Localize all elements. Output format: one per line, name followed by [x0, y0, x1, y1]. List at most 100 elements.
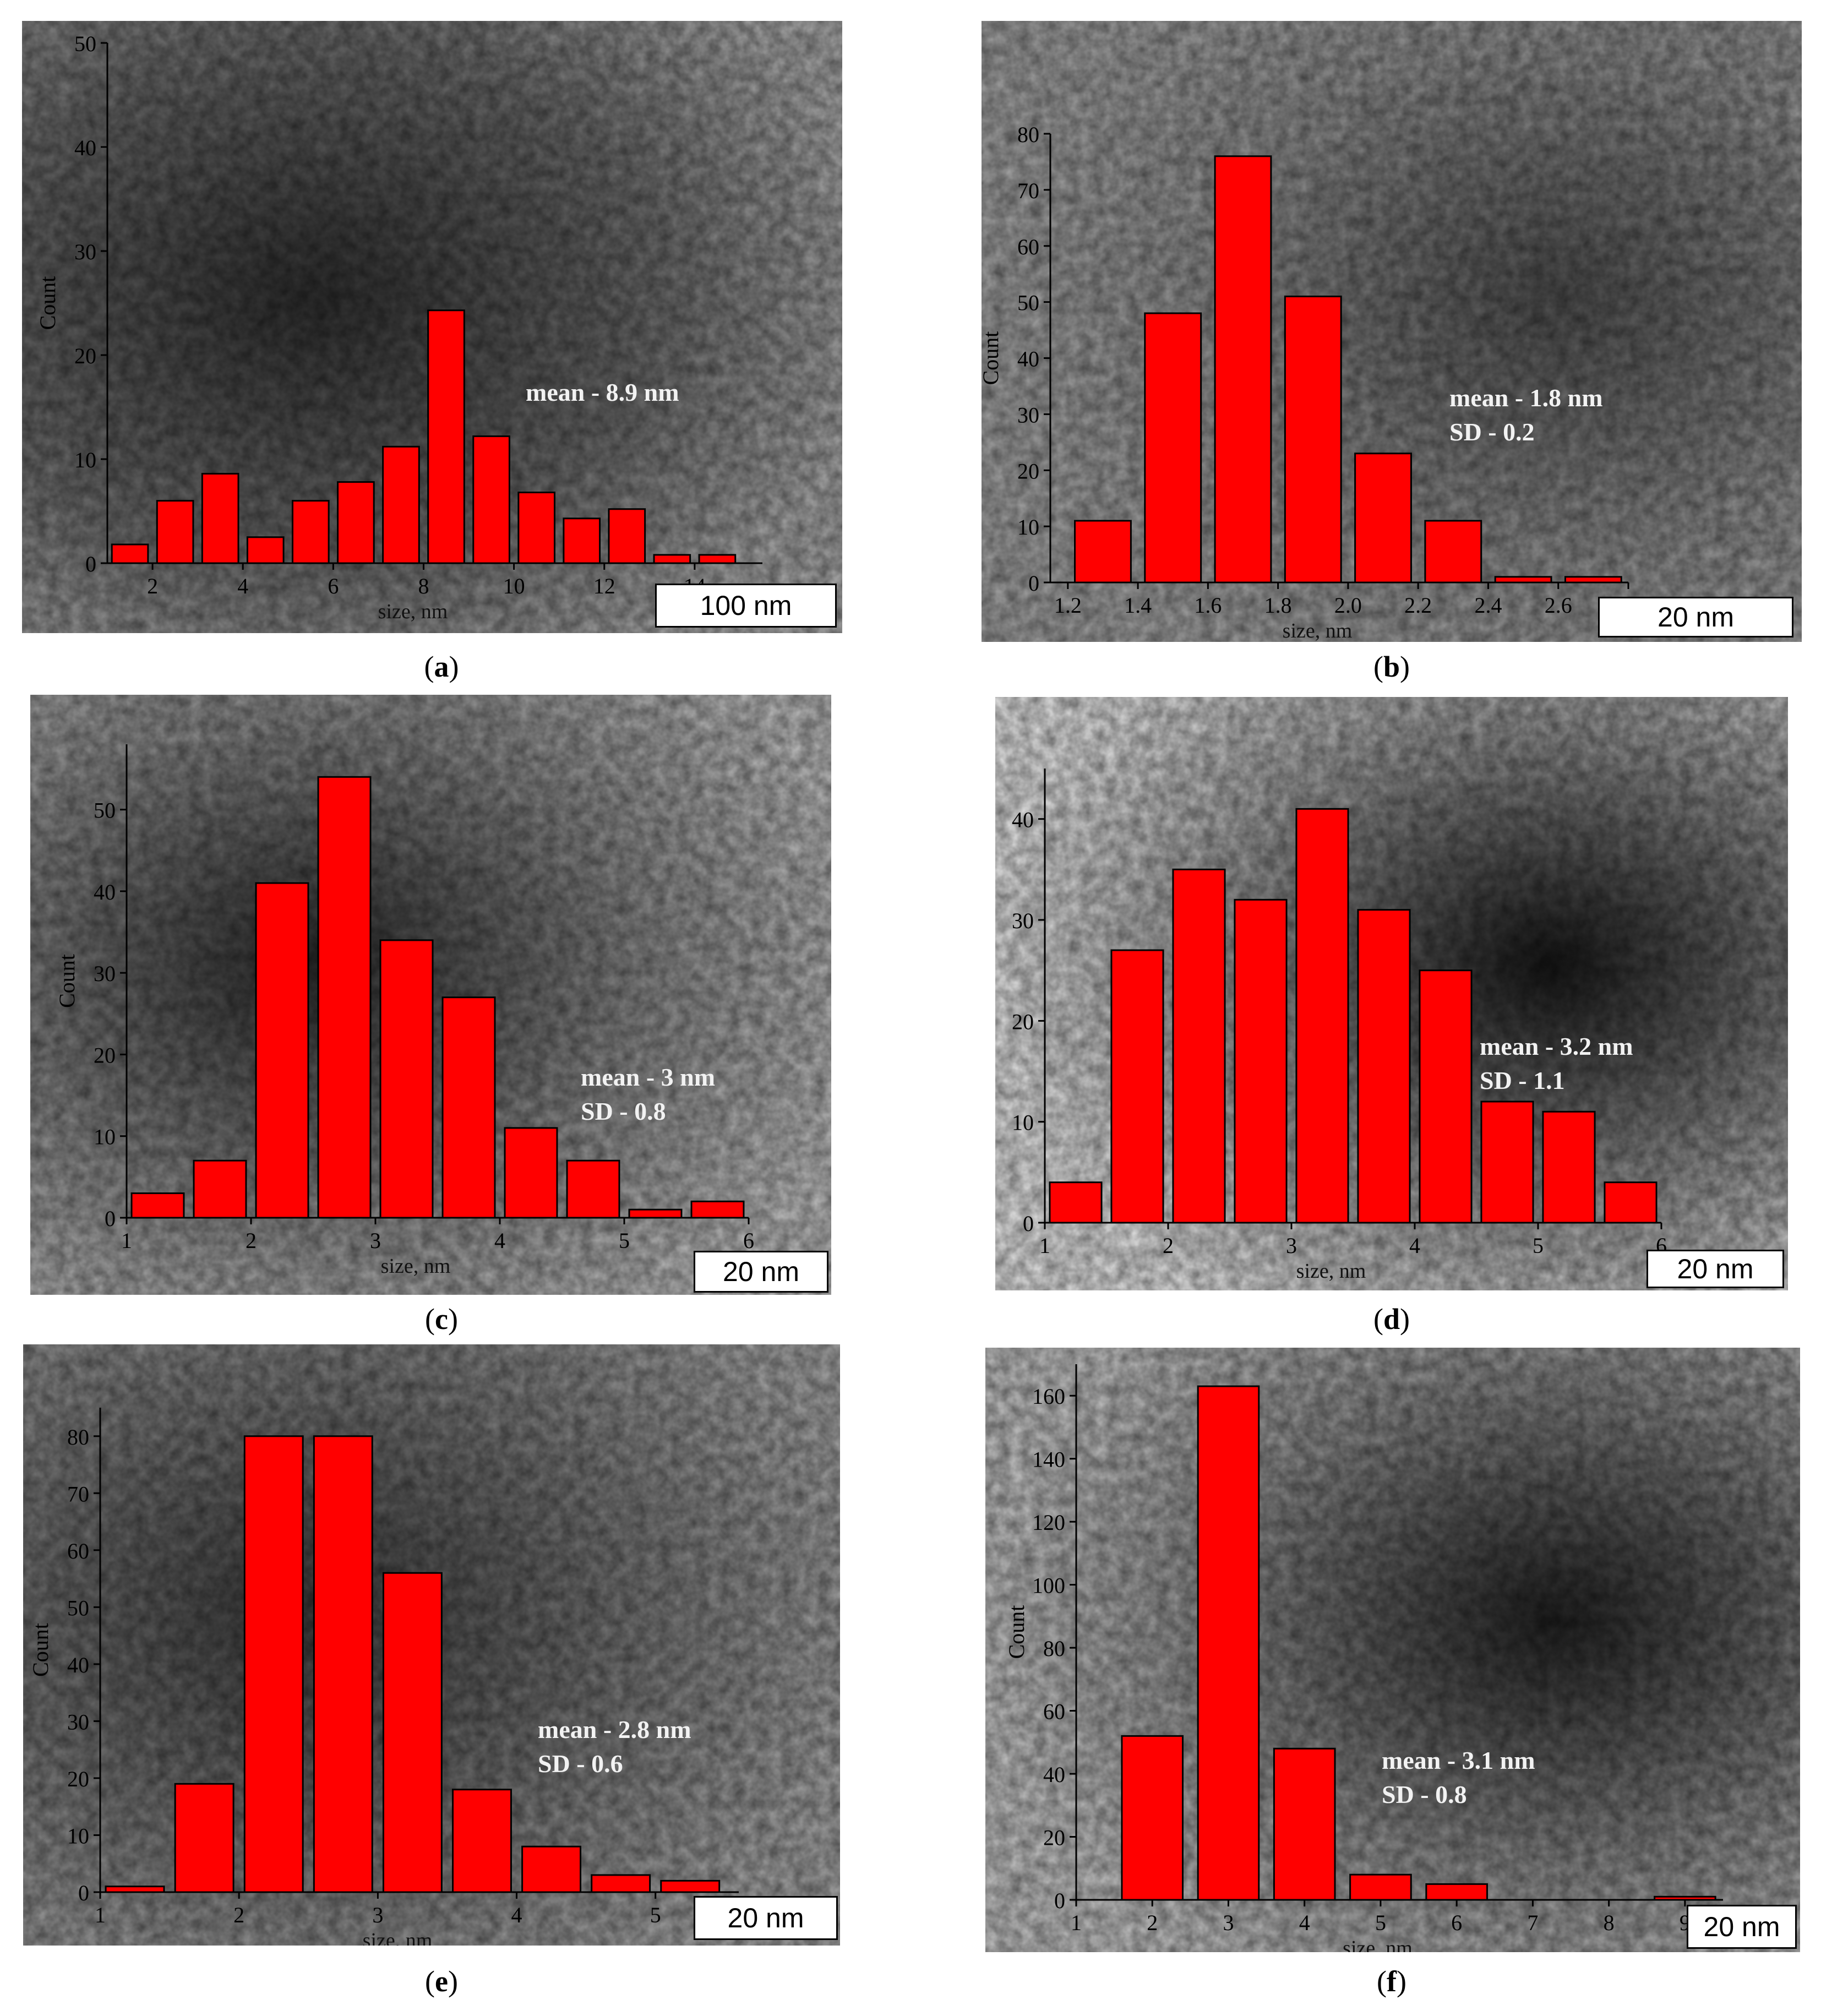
- caption-d: (d): [1373, 1303, 1410, 1336]
- y-tick-label: 10: [74, 448, 96, 472]
- y-tick-label: 80: [67, 1425, 89, 1450]
- statistics-annotation: mean - 2.8 nm: [538, 1715, 691, 1743]
- x-tick-label: 4: [511, 1903, 522, 1927]
- y-tick-label: 30: [74, 239, 96, 264]
- y-tick-label: 30: [94, 961, 116, 986]
- histogram-bar: [1357, 909, 1411, 1224]
- x-axis-label: size, nm: [1296, 1260, 1366, 1283]
- statistics-annotation: SD - 0.2: [1449, 418, 1535, 446]
- histogram-bar: [246, 536, 285, 564]
- x-axis-label: size, nm: [378, 600, 448, 623]
- y-tick-label: 50: [67, 1595, 89, 1620]
- histogram-bar: [472, 435, 510, 564]
- x-tick-label: 1.8: [1264, 593, 1292, 618]
- histogram-bar: [563, 517, 601, 564]
- histogram-bar: [105, 1886, 165, 1893]
- x-axis-label: size, nm: [1343, 1937, 1413, 1952]
- y-tick-label: 0: [1028, 571, 1039, 596]
- caption-b: (b): [1373, 650, 1410, 683]
- y-tick-label: 40: [74, 135, 96, 160]
- x-tick-label: 3: [372, 1903, 383, 1927]
- statistics-annotation: mean - 1.8 nm: [1449, 384, 1603, 412]
- y-tick-label: 30: [1012, 908, 1034, 933]
- x-tick-label: 4: [1299, 1910, 1310, 1935]
- y-tick-label: 40: [1012, 808, 1034, 832]
- histogram-bar: [156, 500, 194, 564]
- histogram-bar: [521, 1845, 582, 1893]
- y-tick-label: 20: [74, 344, 96, 368]
- histogram-e: 0 10 20 30 40 50 60 70 80 1 2 3 4 5 size, nm Count mean …: [28, 1408, 739, 1946]
- caption-f: (f): [1377, 1965, 1406, 1998]
- histogram-bar: [1564, 576, 1622, 584]
- histogram-bar: [698, 554, 737, 564]
- histogram-bar: [1419, 969, 1473, 1224]
- x-tick-label: 6: [328, 574, 339, 598]
- y-tick-label: 40: [67, 1653, 89, 1677]
- x-tick-label: 8: [418, 574, 429, 598]
- x-tick-label: 2.4: [1474, 593, 1502, 618]
- histogram-bar: [1494, 576, 1552, 584]
- histogram-bar: [382, 445, 420, 564]
- histogram-bar: [653, 554, 691, 564]
- caption-c: (c): [425, 1303, 458, 1336]
- y-tick-label: 10: [1017, 515, 1039, 540]
- histogram-bar: [255, 882, 309, 1219]
- histogram-bar: [379, 939, 434, 1219]
- y-tick-label: 20: [67, 1767, 89, 1791]
- statistics-annotation: SD - 1.1: [1480, 1066, 1565, 1094]
- x-tick-label: 2: [147, 574, 158, 598]
- x-tick-label: 3: [370, 1228, 381, 1253]
- y-tick-label: 40: [1017, 347, 1039, 372]
- histogram-bar: [174, 1783, 235, 1893]
- histogram-bar: [628, 1208, 683, 1219]
- x-tick-label: 1: [1071, 1910, 1082, 1935]
- y-axis-label: Count: [28, 1623, 53, 1677]
- tem-panel-d: 0 10 20 30 40 1 2 3 4 5 6 size, nm Count mean - 3.2 n…: [995, 697, 1788, 1290]
- histogram-bar: [1425, 1883, 1488, 1901]
- y-tick-label: 30: [67, 1709, 89, 1734]
- y-tick-label: 160: [1032, 1384, 1065, 1409]
- histogram-bar: [1284, 295, 1342, 584]
- y-tick-label: 0: [85, 552, 96, 576]
- y-tick-label: 10: [94, 1125, 116, 1149]
- x-axis-label: size, nm: [363, 1929, 433, 1946]
- y-tick-label: 40: [1043, 1762, 1065, 1787]
- x-tick-label: 4: [1409, 1233, 1420, 1258]
- histogram-bar: [291, 500, 330, 564]
- tem-panel-f: 0 20 40 60 80 100 120 140 160 1 2 3 4 5 6 7 8 9 size, nm Co…: [985, 1348, 1800, 1952]
- y-tick-label: 60: [1017, 235, 1039, 259]
- statistics-annotation: mean - 3.1 nm: [1382, 1746, 1535, 1774]
- tem-panel-b: 0 10 20 30 40 50 60 70 80 1.2 1.4 1.6 1.8 2.0 2.2 2.4 2.…: [982, 21, 1802, 642]
- histogram-bar: [317, 776, 372, 1219]
- histogram-bar: [1604, 1181, 1658, 1224]
- x-tick-label: 1.4: [1124, 593, 1152, 618]
- y-tick-label: 140: [1032, 1447, 1065, 1472]
- y-tick-label: 80: [1043, 1636, 1065, 1661]
- histogram-bar: [1172, 868, 1226, 1224]
- histogram-bar: [608, 508, 646, 564]
- x-tick-label: 2.6: [1545, 593, 1572, 618]
- statistics-annotation: mean - 3.2 nm: [1480, 1032, 1633, 1060]
- y-tick-label: 20: [1043, 1826, 1065, 1850]
- histogram-c: 0 10 20 30 40 50 1 2 3 4 5 6 size, nm Count mean - 3 n…: [54, 744, 754, 1278]
- x-tick-label: 2: [246, 1228, 257, 1253]
- x-tick-label: 5: [1375, 1910, 1386, 1935]
- histogram-bar: [427, 309, 465, 564]
- histogram-bar: [1110, 949, 1164, 1224]
- y-axis-label: Count: [982, 331, 1003, 385]
- caption-e: (e): [425, 1965, 458, 1998]
- histogram-bar: [591, 1874, 651, 1893]
- histogram-bar: [1354, 453, 1412, 584]
- y-tick-label: 0: [1054, 1888, 1065, 1913]
- x-tick-label: 2.0: [1334, 593, 1362, 618]
- tem-panel-e: 0 10 20 30 40 50 60 70 80 1 2 3 4 5 size, nm Count mean …: [23, 1344, 840, 1946]
- y-axis-label: Count: [1004, 1605, 1029, 1659]
- x-axis-label: size, nm: [381, 1255, 451, 1278]
- histogram-bar: [1273, 1747, 1336, 1901]
- histogram-bar: [1424, 520, 1482, 584]
- x-axis-label: size, nm: [1283, 619, 1353, 642]
- x-tick-label: 5: [1533, 1233, 1544, 1258]
- x-tick-label: 1: [1039, 1233, 1050, 1258]
- y-tick-label: 120: [1032, 1510, 1065, 1535]
